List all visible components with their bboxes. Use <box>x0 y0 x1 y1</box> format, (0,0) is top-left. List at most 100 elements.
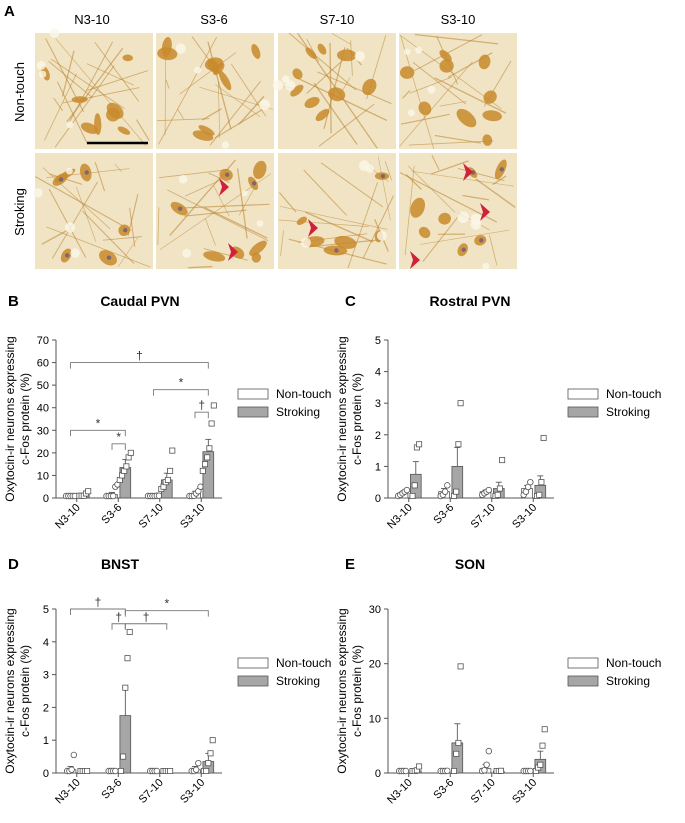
micrograph-background <box>35 153 153 269</box>
vesicle <box>65 222 75 232</box>
point-stroking <box>121 754 126 759</box>
c-fos-nucleus <box>178 206 182 210</box>
c-fos-nucleus <box>107 256 111 260</box>
significance-mark: * <box>116 430 121 444</box>
y-tick-label: 5 <box>375 335 381 347</box>
y-tick-label: 0 <box>375 768 381 780</box>
point-non-touch <box>110 493 116 499</box>
vesicle <box>355 51 365 61</box>
point-non-touch <box>154 768 160 774</box>
micrograph-stroking-0 <box>33 153 153 269</box>
vesicle <box>282 75 290 83</box>
y-tick-label: 10 <box>369 713 381 725</box>
point-stroking <box>170 448 175 453</box>
x-tick-label: S7-10 <box>137 502 166 531</box>
x-tick-label: N3-10 <box>53 502 83 532</box>
x-tick-label: S3-10 <box>510 777 539 806</box>
c-fos-nucleus <box>59 177 63 181</box>
x-tick-label: S3-10 <box>510 502 539 531</box>
point-stroking <box>209 421 214 426</box>
significance-mark: † <box>198 398 205 412</box>
y-tick-label: 1 <box>43 735 49 747</box>
c-fos-nucleus <box>252 181 256 185</box>
panel-letter: E <box>345 556 355 573</box>
x-tick-label: S7-10 <box>469 502 498 531</box>
point-stroking <box>207 446 212 451</box>
micrograph-non-touch-2 <box>273 33 396 149</box>
legend-label: Stroking <box>276 405 320 419</box>
micrograph-stroking-2 <box>278 153 396 269</box>
point-stroking <box>168 468 173 473</box>
significance-bracket <box>195 412 208 418</box>
legend-swatch <box>238 658 268 668</box>
bar-stroking <box>120 716 131 773</box>
point-stroking <box>542 727 547 732</box>
vesicle <box>301 238 311 248</box>
point-stroking <box>85 768 90 773</box>
vesicle <box>366 165 374 173</box>
panel-a-col-label-1: S3-6 <box>200 12 227 27</box>
point-stroking <box>417 442 422 447</box>
vesicle <box>457 211 469 223</box>
micrograph-stroking-1 <box>156 153 274 269</box>
x-tick-label: S3-6 <box>99 777 124 802</box>
panel-a-col-label-0: N3-10 <box>74 12 109 27</box>
y-tick-label: 30 <box>37 425 49 437</box>
micrograph-non-touch-3 <box>399 33 517 149</box>
vesicle <box>222 141 230 149</box>
point-non-touch <box>445 768 451 774</box>
panel-letter: C <box>345 293 356 310</box>
legend-swatch <box>568 676 598 686</box>
c-fos-nucleus <box>123 228 127 232</box>
y-tick-label: 5 <box>43 604 49 616</box>
point-non-touch <box>482 767 488 773</box>
y-tick-label: 30 <box>369 604 381 616</box>
point-non-touch <box>486 748 492 754</box>
significance-bracket <box>125 624 166 630</box>
c-fos-nucleus <box>334 248 338 252</box>
y-tick-label: 70 <box>37 335 49 347</box>
y-tick-label: 20 <box>369 659 381 671</box>
panel-letter: D <box>8 556 19 573</box>
point-stroking <box>451 768 456 773</box>
panel-letter: B <box>8 293 19 310</box>
x-tick-label: S3-10 <box>178 502 207 531</box>
y-tick-label: 0 <box>375 493 381 505</box>
vesicle <box>50 28 60 38</box>
y-tick-label: 4 <box>43 637 49 649</box>
micrograph-non-touch-1 <box>156 33 274 149</box>
point-non-touch <box>404 487 410 493</box>
point-non-touch <box>445 483 451 489</box>
point-stroking <box>208 751 213 756</box>
point-non-touch <box>528 479 534 485</box>
y-tick-label: 4 <box>375 367 381 379</box>
chart-title: Rostral PVN <box>430 293 511 309</box>
panel-a-row-label-1: Stroking <box>12 188 27 236</box>
point-stroking <box>127 629 132 634</box>
point-non-touch <box>196 760 202 766</box>
point-stroking <box>168 768 173 773</box>
x-tick-label: N3-10 <box>385 502 415 532</box>
x-tick-label: N3-10 <box>53 777 83 807</box>
micrograph-non-touch-0 <box>35 28 153 149</box>
point-stroking <box>498 768 503 773</box>
x-tick-label: S3-6 <box>431 502 456 527</box>
x-tick-label: S3-10 <box>178 777 207 806</box>
y-tick-label: 50 <box>37 380 49 392</box>
legend-label: Non-touch <box>276 387 331 401</box>
y-axis-label: Oxytocin-ir neurons expressingc-Fos prot… <box>3 336 32 501</box>
point-non-touch <box>193 767 199 773</box>
point-stroking <box>537 492 542 497</box>
legend-swatch <box>238 407 268 417</box>
legend-swatch <box>568 389 598 399</box>
point-stroking <box>410 493 415 498</box>
point-stroking <box>205 455 210 460</box>
c-fos-nucleus <box>225 173 229 177</box>
point-stroking <box>497 486 502 491</box>
point-stroking <box>211 403 216 408</box>
point-stroking <box>540 743 545 748</box>
point-non-touch <box>198 484 204 490</box>
